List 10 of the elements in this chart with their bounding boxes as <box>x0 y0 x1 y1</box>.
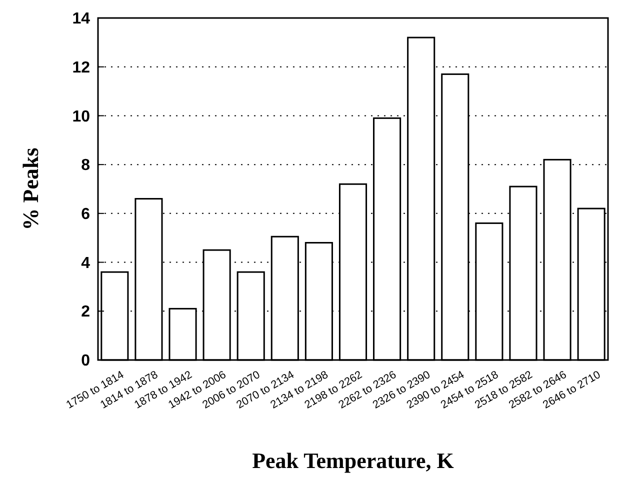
y-tick-label: 10 <box>72 108 90 126</box>
y-tick-label: 14 <box>72 10 90 28</box>
y-tick-label: 6 <box>81 206 90 224</box>
y-tick-label: 4 <box>81 254 90 272</box>
y-tick-label: 8 <box>81 157 90 174</box>
y-tick-label: 2 <box>81 304 90 321</box>
y-axis-title: % Peaks <box>18 147 43 230</box>
y-tick-label: 12 <box>72 59 90 76</box>
x-axis-title: Peak Temperature, K <box>252 448 454 473</box>
y-tick-label: 0 <box>81 352 90 370</box>
